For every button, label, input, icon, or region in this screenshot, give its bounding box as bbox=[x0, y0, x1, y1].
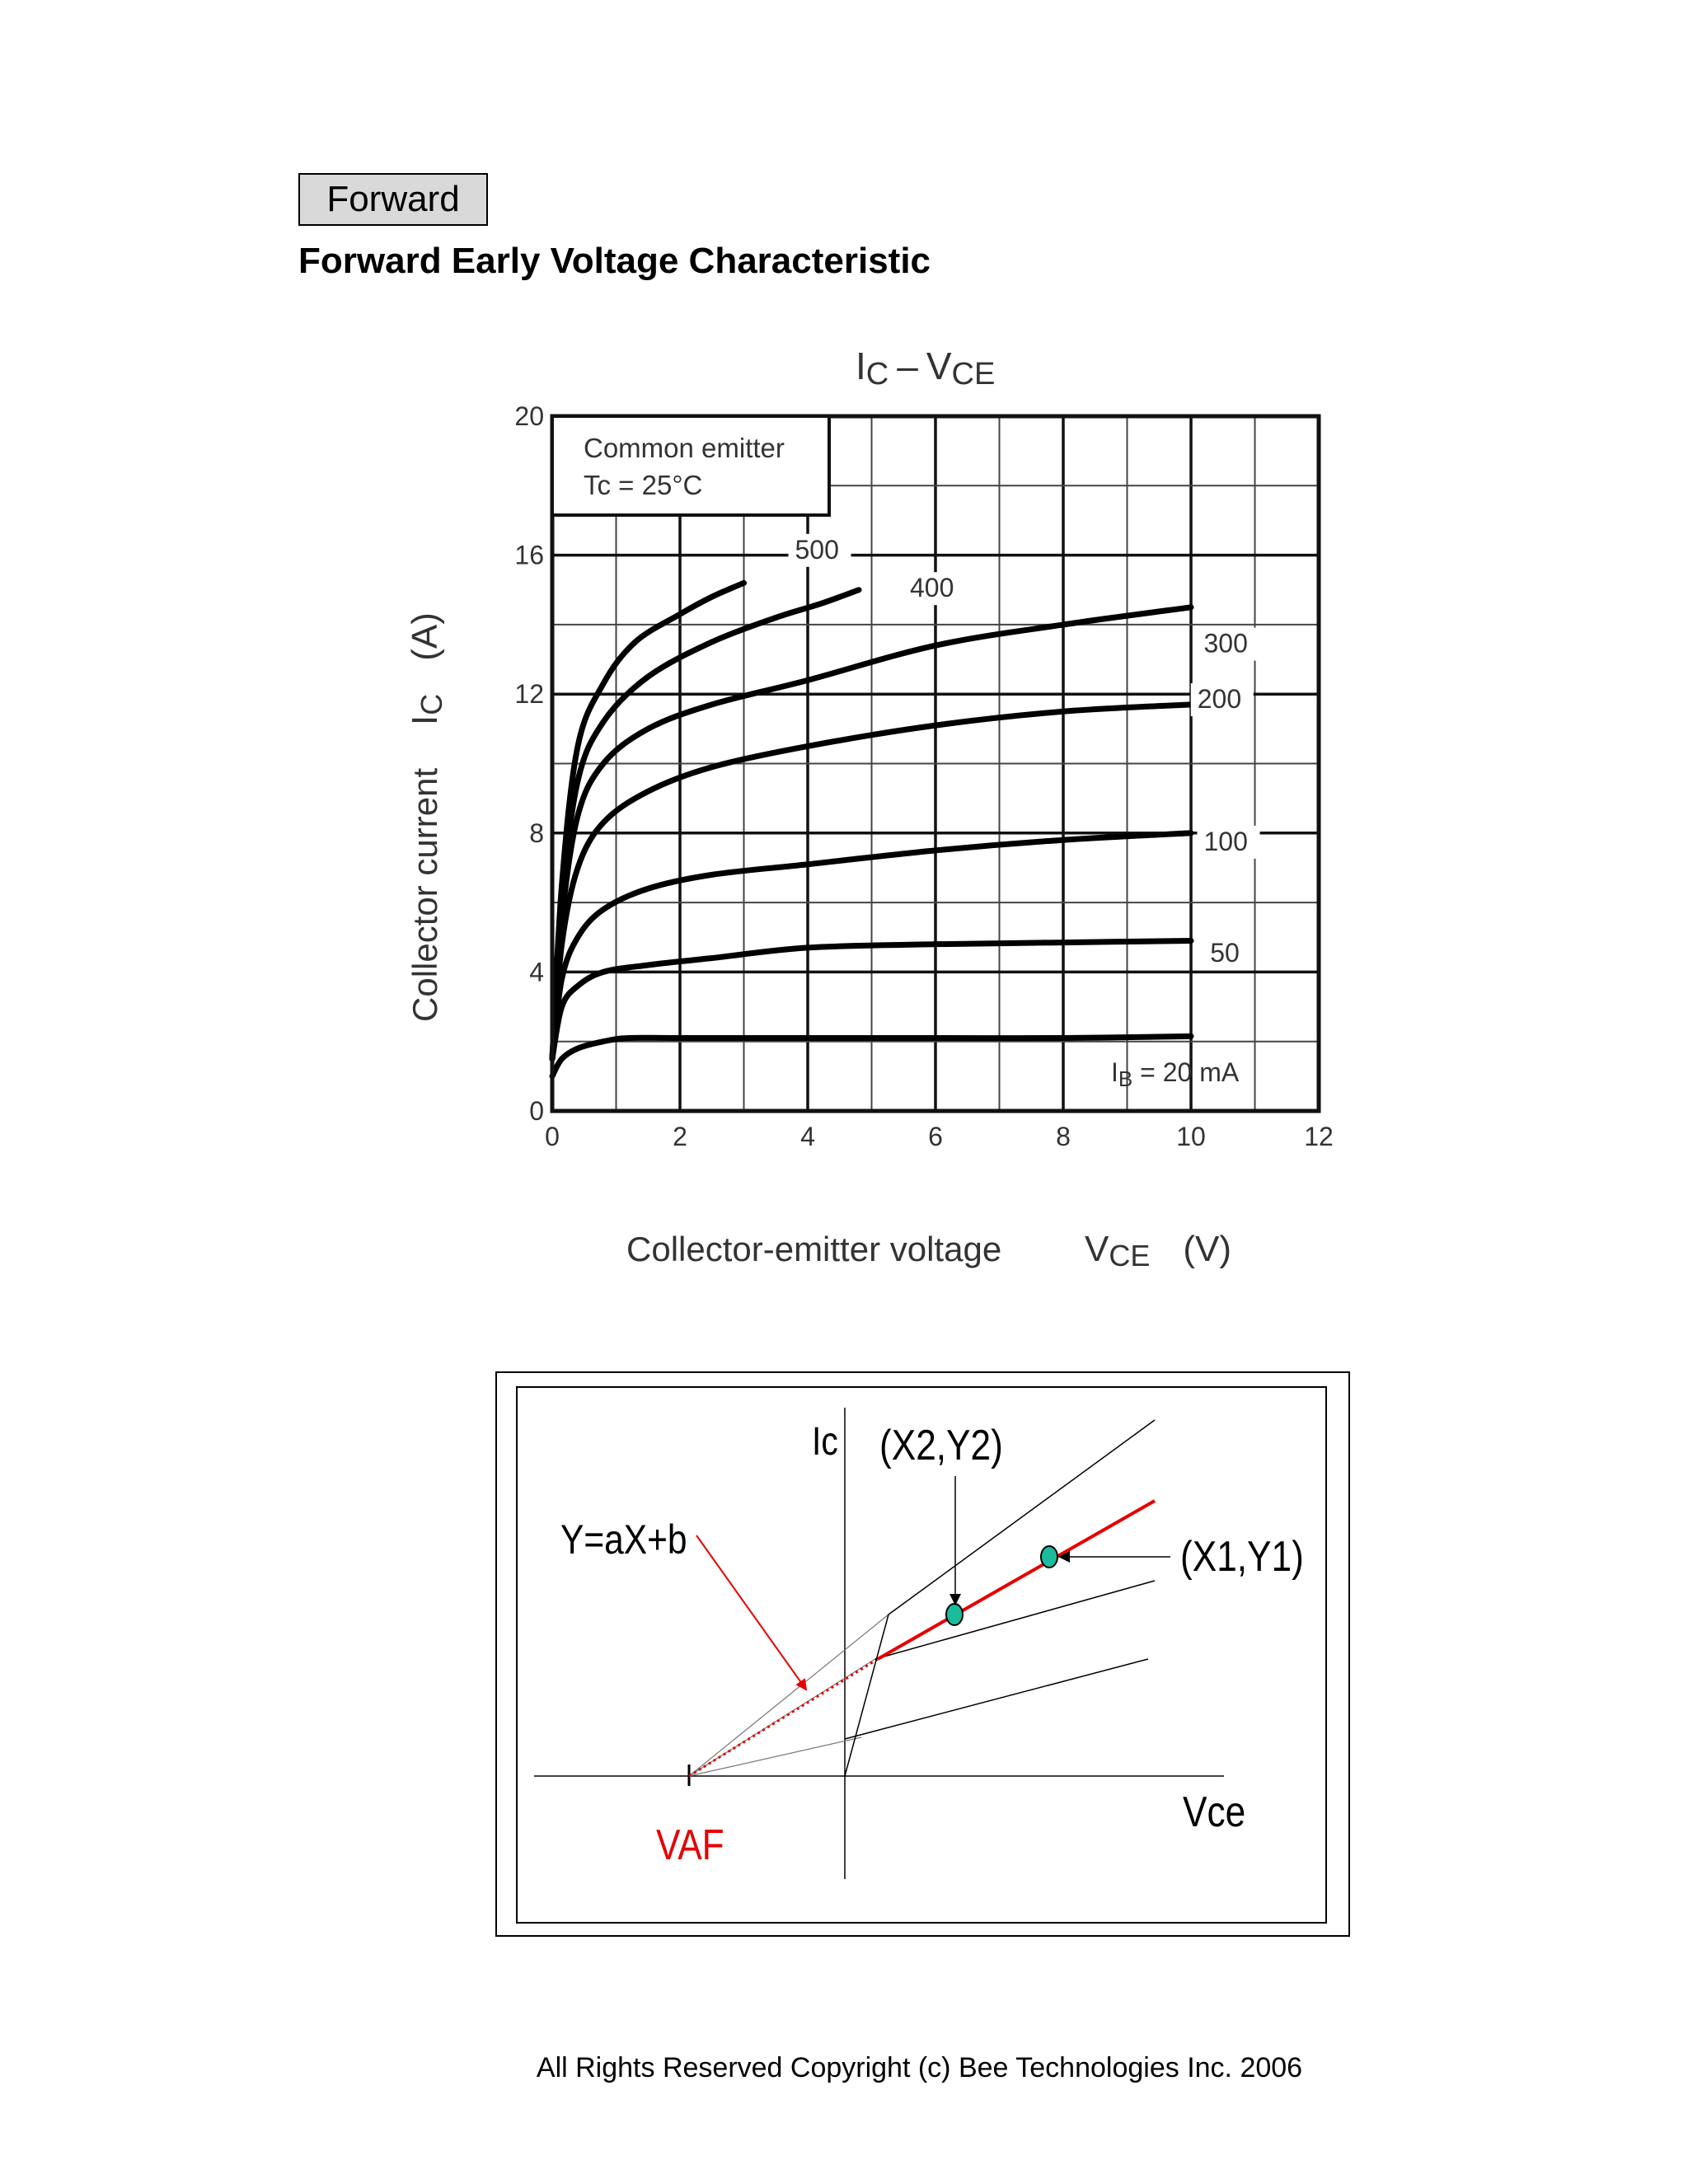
y-axis-label: Collector current bbox=[406, 768, 444, 1022]
ic-vce-chart: 0 2 4 6 8 10 12 0 4 8 12 16 20 Common emitter Tc = 2… bbox=[405, 344, 1334, 1272]
curve-label-200: 200 bbox=[1198, 684, 1241, 714]
x-tick-label: 10 bbox=[1176, 1122, 1206, 1151]
plot-frame bbox=[550, 414, 1321, 1113]
copyright-text: All Rights Reserved Copyright (c) Bee Te… bbox=[536, 2052, 1303, 2083]
x-axis-unit: (V) bbox=[1183, 1229, 1231, 1269]
y-tick-label: 0 bbox=[529, 1096, 544, 1126]
x-tick-label: 0 bbox=[545, 1122, 560, 1151]
annotation-line2: Tc = 25°C bbox=[584, 470, 702, 500]
series-line-ib-500 bbox=[549, 579, 747, 1062]
y-tick-label: 20 bbox=[514, 401, 544, 431]
series-line-ib-100 bbox=[549, 830, 1194, 1062]
y-axis-unit: (A) bbox=[405, 612, 445, 661]
title-vce-sub: CE bbox=[952, 357, 996, 391]
vce-label: Vce bbox=[1183, 1788, 1245, 1836]
curve-middle bbox=[874, 1580, 1156, 1660]
annotation-line1: Common emitter bbox=[584, 433, 785, 463]
curve-label-100: 100 bbox=[1204, 827, 1248, 856]
section-tag: Forward bbox=[298, 173, 488, 226]
chart-ticks: 0 2 4 6 8 10 12 0 4 8 12 16 20 bbox=[514, 401, 1333, 1151]
curve-upper bbox=[888, 1419, 1156, 1615]
x-tick-label: 8 bbox=[1056, 1122, 1071, 1151]
title-dash: – bbox=[897, 344, 918, 387]
curve-label-bg bbox=[903, 572, 966, 606]
curve-label-bg bbox=[1190, 683, 1254, 717]
page-heading: Forward Early Voltage Characteristic bbox=[298, 241, 931, 281]
chart-curves bbox=[549, 579, 1194, 1080]
x-axis-symbol-main: V bbox=[1085, 1229, 1109, 1269]
equation-arrow bbox=[696, 1535, 808, 1691]
chart-title: IC – VCE bbox=[856, 344, 995, 391]
y-axis-symbol: IC (A) bbox=[405, 612, 448, 725]
title-ic: I bbox=[856, 344, 866, 387]
x-tick-label: 4 bbox=[800, 1122, 815, 1151]
title-vce: V bbox=[926, 344, 952, 387]
title-ic-sub: C bbox=[866, 357, 889, 391]
saturation-edge bbox=[844, 1614, 889, 1777]
chart-grid bbox=[551, 415, 1320, 1113]
vaf-label: VAF bbox=[656, 1821, 724, 1869]
x-axis-symbol-sub: CE bbox=[1109, 1239, 1150, 1272]
x-axis-symbol: VCE (V) bbox=[1085, 1229, 1231, 1272]
curve-label-bg bbox=[1197, 627, 1260, 661]
y-axis-symbol-main: I bbox=[405, 715, 445, 725]
ib-label-sub: B bbox=[1118, 1066, 1132, 1091]
y-tick-label: 16 bbox=[514, 541, 544, 570]
curve-label-500: 500 bbox=[795, 535, 839, 565]
series-line-ib-300 bbox=[549, 604, 1194, 1062]
curve-labels: 500 400 300 200 100 50 bbox=[788, 533, 1260, 970]
point-x1y1-marker bbox=[1040, 1545, 1058, 1568]
ic-label: Ic bbox=[812, 1420, 838, 1464]
y-axis-symbol-sub: C bbox=[415, 694, 448, 715]
curve-lower bbox=[844, 1658, 1149, 1740]
curve-label-300: 300 bbox=[1204, 629, 1248, 658]
point2-label: (X2,Y2) bbox=[879, 1422, 1003, 1469]
x-tick-label: 12 bbox=[1304, 1122, 1334, 1151]
ib-label: IB = 20 mA bbox=[1111, 1057, 1240, 1091]
series-line-ib-50 bbox=[549, 937, 1194, 1062]
series-line-ib-200 bbox=[549, 701, 1194, 1062]
curve-label-400: 400 bbox=[910, 573, 954, 602]
y-tick-label: 4 bbox=[529, 957, 544, 987]
curve-label-bg bbox=[1203, 936, 1250, 970]
x-axis-label: Collector-emitter voltage bbox=[626, 1230, 1001, 1268]
x-tick-label: 2 bbox=[673, 1122, 687, 1151]
diagram-inner-frame bbox=[516, 1386, 1327, 1924]
diagram-outer-frame bbox=[495, 1371, 1350, 1937]
extrapolation-lower bbox=[688, 1736, 862, 1777]
early-voltage-diagram: Ic (X2,Y2) Y=aX+b (X1,Y1) Vce VAF bbox=[495, 1371, 1350, 1937]
curve-label-bg bbox=[788, 533, 851, 567]
extrapolation-upper bbox=[688, 1614, 889, 1777]
y-tick-label: 12 bbox=[514, 679, 544, 709]
point1-label: (X1,Y1) bbox=[1180, 1533, 1304, 1581]
equation-label: Y=aX+b bbox=[560, 1516, 687, 1563]
extrapolation-red-dotted bbox=[688, 1657, 879, 1778]
curve-label-bg bbox=[1197, 825, 1260, 859]
y-tick-label: 8 bbox=[529, 818, 544, 848]
ib-label-main: I bbox=[1111, 1057, 1118, 1087]
curve-label-50: 50 bbox=[1210, 938, 1240, 968]
x-tick-label: 6 bbox=[928, 1122, 943, 1151]
annotation-box bbox=[551, 415, 831, 517]
curve-fitted-red bbox=[877, 1499, 1156, 1661]
point-x2y2-marker bbox=[945, 1603, 964, 1626]
ib-label-value: = 20 mA bbox=[1132, 1057, 1240, 1087]
series-line-ib-20 bbox=[549, 1033, 1194, 1080]
